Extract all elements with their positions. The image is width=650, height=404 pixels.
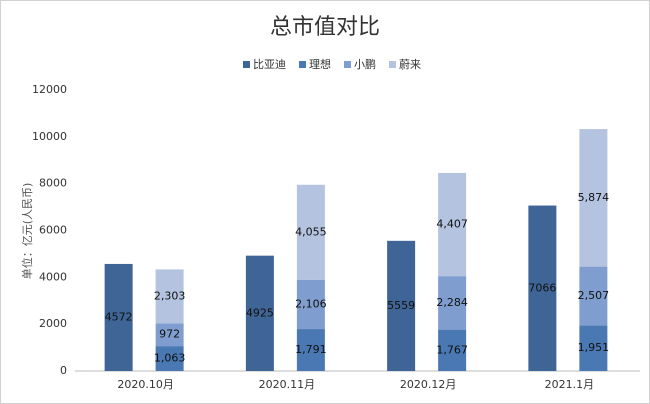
y-tick-label: 0 [60, 364, 67, 377]
bar [155, 323, 184, 347]
legend-swatch [344, 61, 351, 68]
data-label: 2,106 [295, 297, 327, 310]
data-label: 2,303 [154, 289, 186, 302]
bar [296, 184, 325, 280]
bar [438, 329, 467, 371]
bar [438, 276, 467, 330]
legend-swatch [389, 61, 396, 68]
data-label: 2,507 [578, 289, 610, 302]
bar [155, 269, 184, 324]
y-axis-label: 单位：亿元(人民币) [20, 183, 34, 280]
data-label: 7066 [528, 281, 556, 294]
legend-swatch [299, 61, 306, 68]
x-tick-label: 2020.11月 [259, 378, 316, 391]
y-tick-label: 6000 [39, 224, 67, 237]
data-label: 4,407 [436, 218, 468, 231]
data-label: 1,767 [436, 343, 468, 356]
x-tick-label: 2020.12月 [400, 378, 457, 391]
bar [579, 129, 608, 267]
data-label: 4,055 [295, 225, 327, 238]
legend-label: 理想 [309, 57, 331, 71]
data-label: 2,284 [436, 296, 468, 309]
bar [296, 329, 325, 371]
y-tick-label: 12000 [32, 83, 67, 96]
y-tick-label: 10000 [32, 130, 67, 143]
data-label: 4572 [105, 310, 133, 323]
bar [296, 279, 325, 330]
data-label: 1,951 [578, 341, 610, 354]
bar [579, 325, 608, 371]
data-label: 1,063 [154, 352, 186, 365]
y-tick-label: 2000 [39, 317, 67, 330]
bar [104, 263, 133, 371]
data-label: 5559 [387, 299, 415, 312]
y-tick-label: 4000 [39, 270, 67, 283]
y-tick-label: 8000 [39, 177, 67, 190]
bar [528, 205, 557, 371]
legend-swatch [243, 61, 250, 68]
bar [387, 240, 416, 371]
chart-title: 总市值对比 [270, 15, 380, 40]
bar [155, 346, 184, 371]
legend-label: 比亚迪 [253, 58, 286, 71]
data-label: 5,874 [578, 191, 610, 204]
x-tick-label: 2020.10月 [117, 378, 174, 391]
bar [438, 172, 467, 277]
data-label: 1,791 [295, 343, 327, 356]
data-label: 972 [159, 328, 180, 341]
data-label: 4925 [246, 306, 274, 319]
legend-label: 蔚来 [399, 58, 421, 71]
bar [245, 255, 274, 371]
bar [579, 266, 608, 326]
legend-label: 小鹏 [354, 58, 376, 71]
x-tick-label: 2021.1月 [545, 378, 595, 391]
